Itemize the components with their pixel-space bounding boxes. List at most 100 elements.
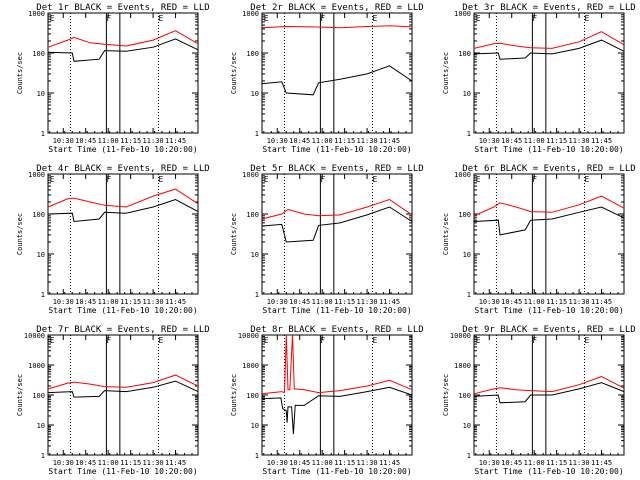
y-tick-label: 10 [463, 251, 471, 259]
x-tick-label: 11:45 [379, 298, 400, 306]
y-tick-label: 1 [467, 130, 471, 138]
y-axis-label: Counts/sec [442, 52, 450, 94]
series-events [47, 38, 199, 62]
x-tick-label: 11:30 [143, 459, 164, 467]
marker-label: E [476, 336, 481, 345]
plot-frame [47, 12, 199, 134]
marker-label: E [264, 336, 269, 345]
plot-frame [47, 173, 199, 295]
x-tick-label: 11:00 [524, 137, 545, 145]
plot-frame [473, 12, 625, 134]
y-tick-label: 100 [246, 211, 259, 219]
y-tick-label: 1000 [242, 171, 259, 179]
panel-title: Det 2r BLACK = Events, RED = LLD [250, 3, 423, 13]
y-tick-label: 1000 [454, 362, 471, 370]
y-tick-label: 1000 [28, 171, 45, 179]
panel-title: Det 8r BLACK = Events, RED = LLD [250, 325, 423, 335]
series-events [47, 380, 199, 398]
marker-label: E [50, 336, 55, 345]
x-tick-label: 10:30 [53, 298, 74, 306]
y-tick-label: 1000 [242, 10, 259, 18]
marker-label: F [532, 14, 537, 23]
x-tick-label: 11:45 [591, 137, 612, 145]
y-axis-label: Counts/sec [230, 52, 238, 94]
y-tick-label: 1 [255, 291, 259, 299]
x-tick-label: 11:45 [165, 137, 186, 145]
y-tick-label: 10000 [450, 332, 471, 340]
marker-label: E [158, 336, 163, 345]
y-tick-label: 100 [458, 392, 471, 400]
x-tick-label: 10:45 [75, 298, 96, 306]
marker-label: E [584, 336, 589, 345]
plot-frame [473, 173, 625, 295]
panel-det-4r: Det 4r BLACK = Events, RED = LLD 1 10 100 10… [16, 164, 210, 315]
x-tick-label: 10:30 [479, 137, 500, 145]
series-lld [473, 376, 625, 395]
y-tick-label: 10 [37, 90, 45, 98]
marker-label: E [158, 14, 163, 23]
series-events [473, 206, 625, 236]
x-tick-label: 11:30 [569, 298, 590, 306]
y-tick-label: 1000 [454, 171, 471, 179]
panel-det-7r: Det 7r BLACK = Events, RED = LLD 1 10 100 10… [16, 325, 210, 476]
y-axis-label: Counts/sec [16, 374, 24, 416]
x-tick-label: 11:15 [546, 459, 567, 467]
marker-label: E [372, 336, 377, 345]
y-tick-label: 1 [255, 130, 259, 138]
y-tick-label: 1 [41, 291, 45, 299]
marker-label: E [372, 175, 377, 184]
x-axis-label: Start Time (11-Feb-10 10:20:00) [474, 306, 623, 315]
y-axis-label: Counts/sec [16, 52, 24, 94]
series-lld [261, 25, 413, 29]
series-events [47, 198, 199, 223]
marker-label: F [532, 175, 537, 184]
x-tick-label: 11:30 [357, 137, 378, 145]
y-tick-label: 100 [246, 50, 259, 58]
y-tick-label: 1 [41, 130, 45, 138]
marker-label: E [50, 14, 55, 23]
y-tick-label: 1000 [454, 10, 471, 18]
y-tick-label: 100 [32, 50, 45, 58]
x-tick-label: 10:30 [53, 459, 74, 467]
x-tick-label: 10:45 [289, 459, 310, 467]
y-tick-label: 100 [32, 392, 45, 400]
y-tick-label: 100 [458, 211, 471, 219]
x-tick-label: 10:45 [501, 137, 522, 145]
x-tick-label: 10:45 [501, 459, 522, 467]
y-tick-label: 100 [246, 392, 259, 400]
y-tick-label: 1 [255, 452, 259, 460]
panel-title: Det 1r BLACK = Events, RED = LLD [36, 3, 209, 13]
x-tick-label: 11:30 [143, 137, 164, 145]
x-tick-label: 11:30 [569, 459, 590, 467]
y-tick-label: 10000 [238, 332, 259, 340]
series-events [473, 382, 625, 404]
y-tick-label: 1 [467, 291, 471, 299]
marker-label: E [50, 175, 55, 184]
series-events [473, 39, 625, 60]
series-lld [261, 334, 413, 395]
y-axis-label: Counts/sec [16, 213, 24, 255]
marker-label: E [476, 14, 481, 23]
x-tick-label: 11:15 [334, 298, 355, 306]
y-tick-label: 10 [251, 90, 259, 98]
y-tick-label: 1 [467, 452, 471, 460]
panel-title: Det 3r BLACK = Events, RED = LLD [462, 3, 635, 13]
x-tick-label: 11:15 [120, 298, 141, 306]
marker-label: F [320, 14, 325, 23]
series-lld [47, 374, 199, 390]
y-tick-label: 10 [251, 422, 259, 430]
marker-label: F [320, 175, 325, 184]
x-tick-label: 11:15 [546, 298, 567, 306]
panel-title: Det 6r BLACK = Events, RED = LLD [462, 164, 635, 174]
x-tick-label: 11:00 [98, 137, 119, 145]
marker-label: E [584, 14, 589, 23]
x-tick-label: 10:45 [289, 137, 310, 145]
x-axis-label: Start Time (11-Feb-10 10:20:00) [262, 145, 411, 154]
panel-det-3r: Det 3r BLACK = Events, RED = LLD 1 10 100 10… [442, 3, 636, 154]
x-tick-label: 11:45 [379, 137, 400, 145]
y-axis-label: Counts/sec [230, 213, 238, 255]
x-axis-label: Start Time (11-Feb-10 10:20:00) [262, 467, 411, 476]
y-tick-label: 1 [41, 452, 45, 460]
y-axis-label: Counts/sec [442, 374, 450, 416]
